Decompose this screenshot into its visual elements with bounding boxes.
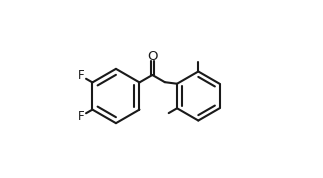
Text: F: F: [78, 69, 85, 82]
Text: O: O: [147, 49, 158, 62]
Text: F: F: [78, 110, 85, 123]
